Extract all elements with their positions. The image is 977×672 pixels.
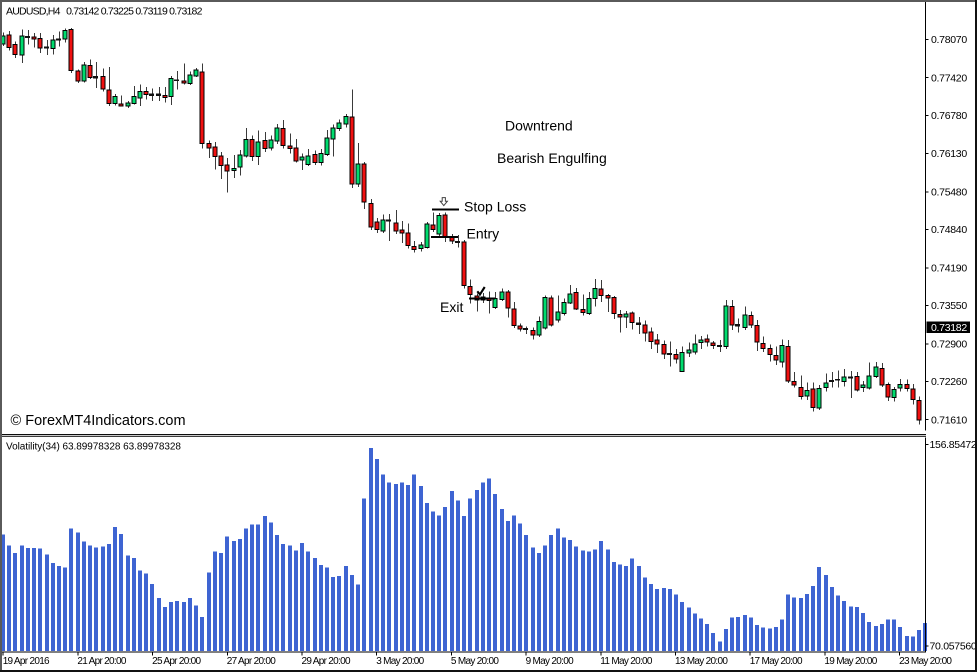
svg-text:27 Apr 20:00: 27 Apr 20:00 xyxy=(227,656,276,667)
svg-text:0.76130: 0.76130 xyxy=(931,148,967,160)
svg-text:21 Apr 20:00: 21 Apr 20:00 xyxy=(77,656,126,667)
svg-text:Volatility(34) 63.89978328 63.: Volatility(34) 63.89978328 63.89978328 xyxy=(6,442,181,453)
svg-text:Stop Loss: Stop Loss xyxy=(464,199,526,215)
svg-text:0.71610: 0.71610 xyxy=(931,414,967,426)
svg-text:11 May 20:00: 11 May 20:00 xyxy=(600,656,653,667)
svg-text:Entry: Entry xyxy=(467,226,500,242)
svg-text:0.78070: 0.78070 xyxy=(931,34,967,46)
svg-text:AUDUSD,H4 0.73142 0.73225 0.: AUDUSD,H4 0.73142 0.73225 0.73119 0.7318… xyxy=(6,6,203,18)
svg-text:0.74190: 0.74190 xyxy=(931,262,967,274)
svg-text:17 May 20:00: 17 May 20:00 xyxy=(750,656,803,667)
svg-text:0.72260: 0.72260 xyxy=(931,376,967,388)
svg-text:70.057560: 70.057560 xyxy=(930,641,977,653)
svg-text:13 May 20:00: 13 May 20:00 xyxy=(675,656,728,667)
svg-text:5 May 20:00: 5 May 20:00 xyxy=(451,656,499,667)
svg-text:Bearish Engulfing: Bearish Engulfing xyxy=(497,150,607,166)
svg-text:19 Apr 2016: 19 Apr 2016 xyxy=(3,656,50,667)
svg-text:3 May 20:00: 3 May 20:00 xyxy=(376,656,424,667)
svg-text:0.74840: 0.74840 xyxy=(931,224,967,236)
svg-text:0.75480: 0.75480 xyxy=(931,187,967,199)
svg-text:0.73550: 0.73550 xyxy=(931,300,967,312)
svg-text:Downtrend: Downtrend xyxy=(505,118,573,134)
svg-text:0.76780: 0.76780 xyxy=(931,110,967,122)
svg-text:© ForexMT4Indicators.com: © ForexMT4Indicators.com xyxy=(11,413,186,429)
svg-text:25 Apr 20:00: 25 Apr 20:00 xyxy=(152,656,201,667)
svg-text:0.73182: 0.73182 xyxy=(931,322,967,334)
svg-text:19 May 20:00: 19 May 20:00 xyxy=(824,656,877,667)
svg-text:9 May 20:00: 9 May 20:00 xyxy=(526,656,574,667)
svg-text:23 May 20:00: 23 May 20:00 xyxy=(899,656,952,667)
svg-text:0.77420: 0.77420 xyxy=(931,72,967,84)
svg-text:29 Apr 20:00: 29 Apr 20:00 xyxy=(302,656,351,667)
svg-text:0.72900: 0.72900 xyxy=(931,338,967,350)
svg-text:156.85472: 156.85472 xyxy=(930,439,977,451)
svg-text:Exit: Exit xyxy=(440,299,463,315)
